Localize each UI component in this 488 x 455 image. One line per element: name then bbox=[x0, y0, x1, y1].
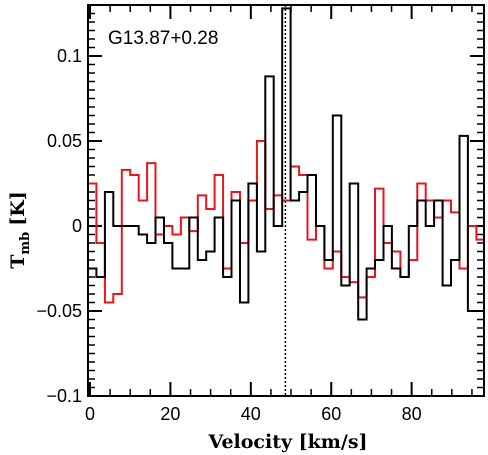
x-tick-label: 40 bbox=[241, 404, 261, 424]
spectrum-series-black bbox=[88, 7, 484, 321]
y-tick-label: 0.05 bbox=[47, 131, 82, 151]
x-tick-label: 20 bbox=[160, 404, 180, 424]
y-axis-title-unit: [K] bbox=[7, 191, 29, 226]
x-tick-label: 80 bbox=[402, 404, 422, 424]
y-axis-title-sub: mb bbox=[18, 232, 33, 255]
x-axis-title: Velocity [km/s] bbox=[207, 431, 367, 453]
y-axis-title-main: T bbox=[7, 255, 29, 269]
y-tick-label: −0.1 bbox=[46, 386, 82, 406]
x-tick-label: 0 bbox=[85, 404, 95, 424]
source-annotation: G13.87+0.28 bbox=[108, 28, 218, 49]
plot-frame bbox=[87, 4, 485, 397]
y-tick-label: 0.1 bbox=[57, 46, 82, 66]
y-tick-label: 0 bbox=[72, 216, 82, 236]
y-tick-label: −0.05 bbox=[36, 301, 82, 321]
x-tick-label: 60 bbox=[321, 404, 341, 424]
spectrum-traces bbox=[88, 7, 484, 321]
y-axis-title: Tmb [K] bbox=[7, 191, 33, 269]
tick-labels: 0 20 40 60 80 −0.1 −0.05 0 0.05 0.1 bbox=[36, 46, 421, 424]
axis-ticks bbox=[88, 5, 484, 397]
